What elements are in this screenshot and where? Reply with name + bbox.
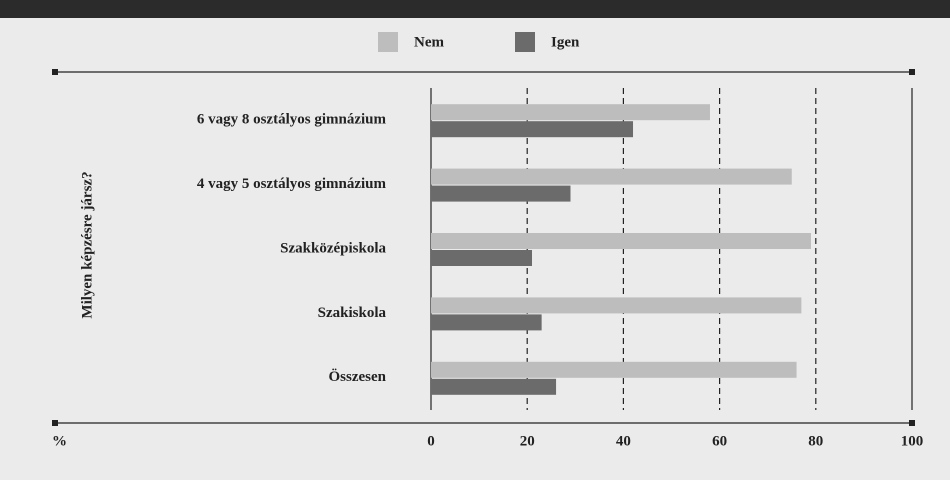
frame-end [52,69,58,75]
bar [431,361,797,378]
x-tick-label: 80 [808,433,823,449]
frame-end [52,420,58,426]
bar [431,297,802,314]
x-tick-label: 20 [520,433,535,449]
legend-swatch [378,32,398,52]
bar [431,121,634,138]
x-tick-label: 100 [901,433,924,449]
y-tick-label: 4 vagy 5 osztályos gimnázium [197,176,387,192]
legend-label: Nem [414,34,444,50]
x-tick-label: 40 [616,433,631,449]
x-tick-label: 60 [712,433,727,449]
y-tick-label: 6 vagy 8 osztályos gimnázium [197,112,387,128]
y-tick-label: Szakiskola [318,305,387,321]
bar [431,314,542,331]
bar [431,233,811,249]
bar [431,378,557,395]
bar [431,104,710,121]
frame-end [909,69,915,75]
y-axis-title: Milyen képzésre jársz? [79,171,95,318]
y-tick-label: Szakközépiskola [280,240,386,256]
frame-end [909,420,915,426]
legend-label: Igen [551,34,580,50]
top-band [0,0,950,18]
y-tick-label: Összesen [329,368,387,385]
bar [431,168,792,185]
bar [431,185,571,202]
x-tick-label: 0 [427,433,435,449]
legend-swatch [515,32,535,52]
x-axis-unit: % [52,433,67,449]
bar [431,250,533,266]
